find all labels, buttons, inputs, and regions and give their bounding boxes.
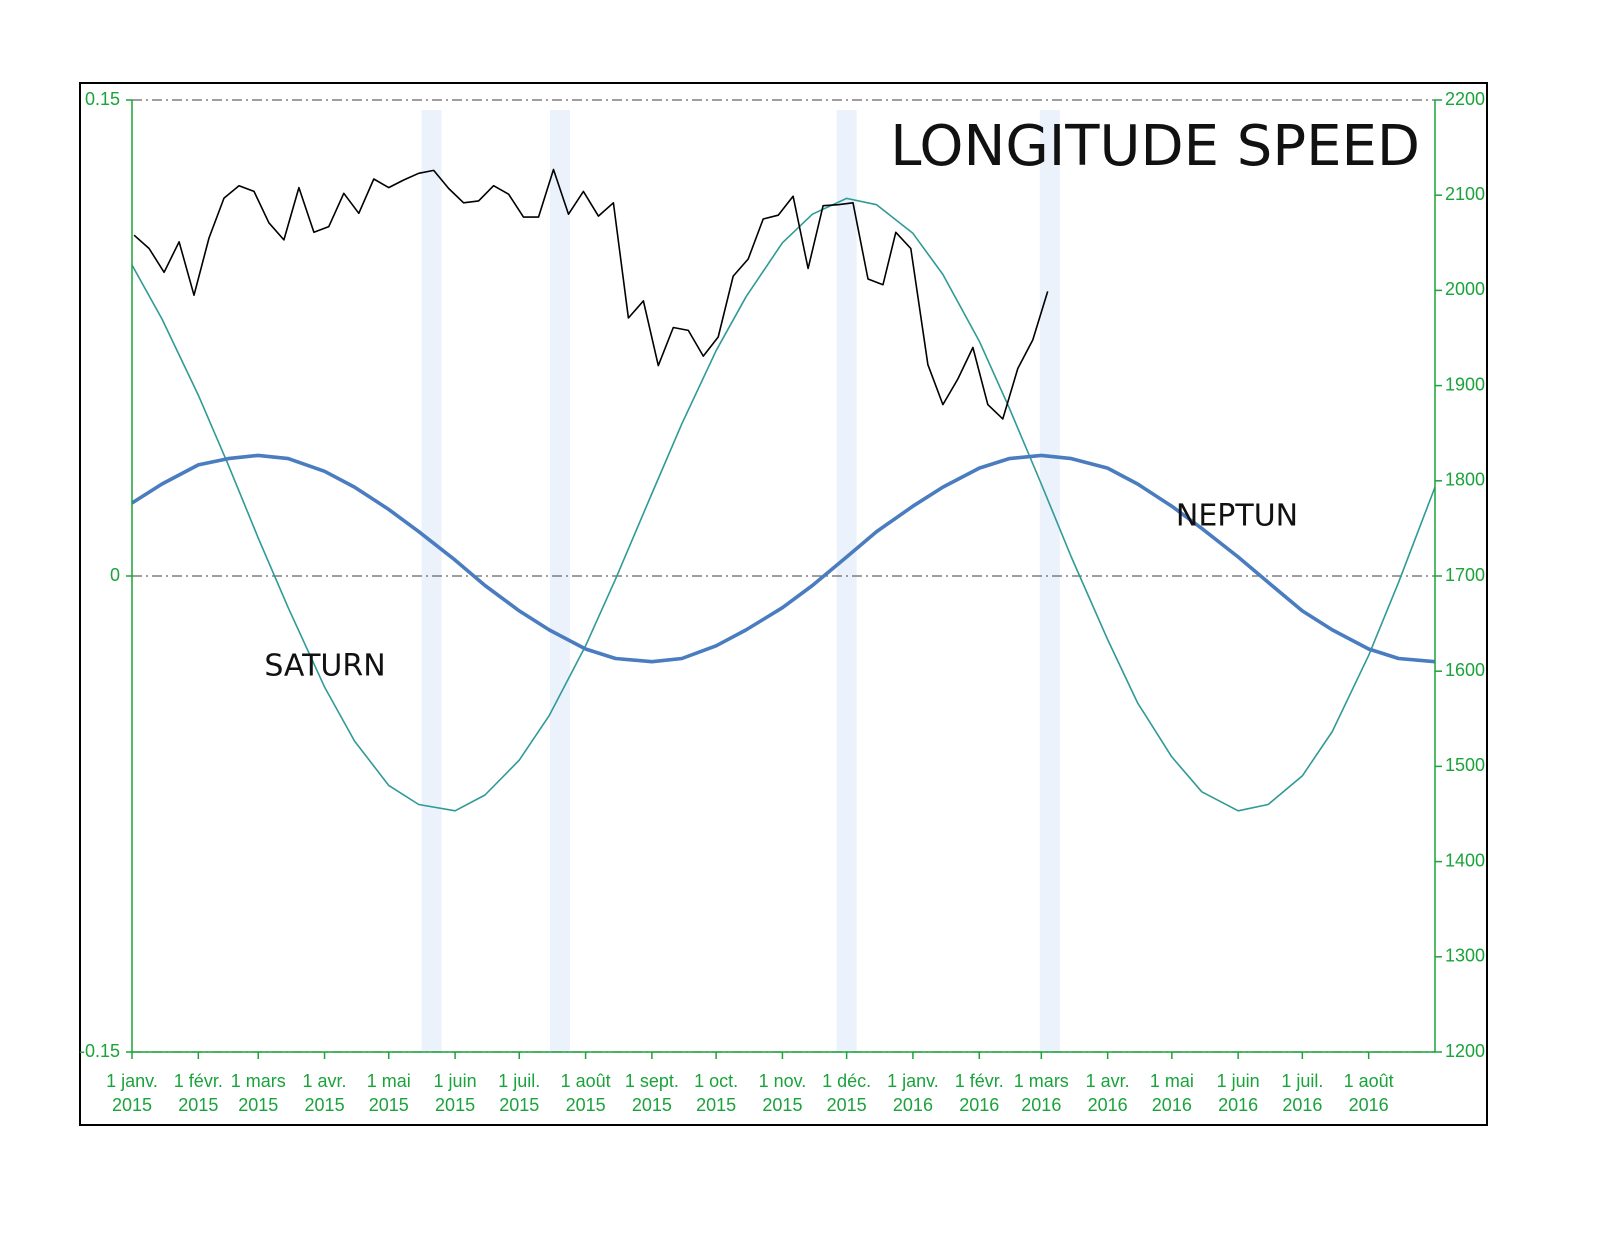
chart-title: LONGITUDE SPEED: [890, 114, 1420, 179]
x-tick-label: 1 mars 2016: [1014, 1071, 1069, 1115]
y2-tick-label: 2000: [1445, 279, 1485, 299]
x-tick-label: 1 août 2015: [561, 1071, 611, 1115]
x-tick-label: 1 avr. 2016: [1086, 1071, 1130, 1115]
highlight-band: [1039, 110, 1060, 1052]
x-tick-label: 1 mars 2015: [231, 1071, 286, 1115]
x-tick-label: 1 oct. 2015: [694, 1071, 738, 1115]
x-tick-label: 1 févr. 2016: [955, 1071, 1004, 1115]
x-tick-label: 1 août 2016: [1344, 1071, 1394, 1115]
series-label: SATURN: [264, 649, 385, 684]
y2-tick-label: 2200: [1445, 89, 1485, 109]
axes-layer: -0.15 0 0.15 1200 1300 1400 1500 1600 1700 1800 19…: [79, 89, 1485, 1115]
y2-tick-label: 1600: [1445, 660, 1485, 680]
y2-tick-label: 1300: [1445, 946, 1485, 966]
x-tick-label: 1 avr. 2015: [303, 1071, 347, 1115]
series-line: [133, 168, 1049, 420]
y2-tick-label: 1700: [1445, 565, 1485, 585]
y-tick-label: 0.15: [85, 89, 120, 109]
x-tick-label: 1 juin 2016: [1217, 1071, 1260, 1115]
x-tick-label: 1 mai 2015: [367, 1071, 411, 1115]
x-tick-label: 1 janv. 2015: [106, 1071, 158, 1115]
chart-frame: [79, 82, 1488, 1126]
x-tick-label: 1 févr. 2015: [174, 1071, 223, 1115]
y-tick-label: -0.15: [79, 1041, 120, 1061]
x-tick-label: 1 mai 2016: [1150, 1071, 1194, 1115]
y2-tick-label: 1400: [1445, 850, 1485, 870]
highlight-band: [836, 110, 857, 1052]
series-label: NEPTUN: [1176, 499, 1298, 534]
highlight-layer: [421, 110, 1060, 1052]
series-line: [131, 453, 1436, 664]
highlight-band: [421, 110, 442, 1052]
highlight-band: [549, 110, 570, 1052]
y2-tick-label: 1500: [1445, 755, 1485, 775]
x-tick-label: 1 déc. 2015: [822, 1071, 871, 1115]
y2-tick-label: 1900: [1445, 374, 1485, 394]
y2-tick-label: 1800: [1445, 470, 1485, 490]
y2-tick-label: 2100: [1445, 184, 1485, 204]
x-tick-label: 1 janv. 2016: [887, 1071, 939, 1115]
y2-tick-label: 1200: [1445, 1041, 1485, 1061]
y-tick-label: 0: [110, 565, 120, 585]
x-tick-label: 1 juil. 2016: [1281, 1071, 1323, 1115]
series-line: [131, 197, 1436, 812]
x-tick-label: 1 sept. 2015: [625, 1071, 679, 1115]
series-layer: [131, 168, 1436, 812]
x-tick-label: 1 juin 2015: [434, 1071, 477, 1115]
x-tick-label: 1 nov. 2015: [759, 1071, 807, 1115]
x-tick-label: 1 juil. 2015: [498, 1071, 540, 1115]
